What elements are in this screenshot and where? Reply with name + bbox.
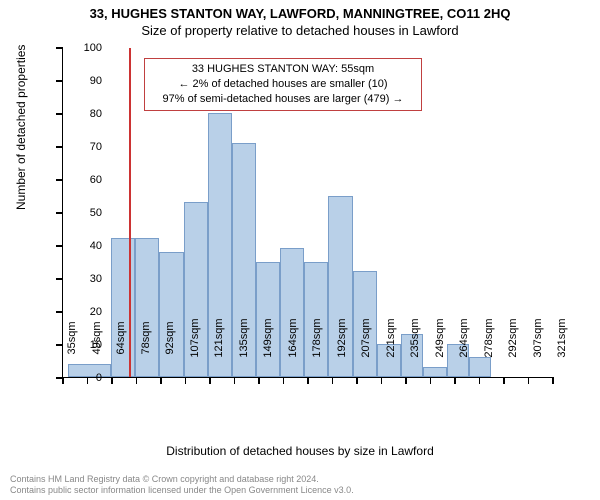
x-tick [405,377,407,384]
x-tick-label: 92sqm [164,321,176,354]
y-tick [56,80,63,82]
y-tick-label: 40 [90,240,102,252]
y-tick-label: 20 [90,306,102,318]
x-tick-label: 149sqm [262,318,274,357]
histogram-bar [135,238,159,377]
y-tick [56,179,63,181]
y-tick [56,113,63,115]
x-tick-label: 207sqm [360,318,372,357]
x-tick [62,377,64,384]
x-tick [528,377,530,384]
histogram-bar [111,238,135,377]
x-tick-label: 278sqm [483,318,495,357]
x-tick-label: 264sqm [458,318,470,357]
x-tick-label: 135sqm [238,318,250,357]
x-tick-label: 292sqm [507,318,519,357]
annotation-line: 33 HUGHES STANTON WAY: 55sqm [151,62,415,77]
y-axis-title: Number of detached properties [14,45,28,210]
x-tick [332,377,334,384]
footer-attribution: Contains HM Land Registry data © Crown c… [10,474,354,497]
x-tick [258,377,260,384]
histogram-bar [159,252,184,377]
x-tick [503,377,505,384]
histogram-bar [68,364,111,377]
y-tick-label: 50 [90,207,102,219]
page-title-address: 33, HUGHES STANTON WAY, LAWFORD, MANNING… [0,6,600,21]
y-tick [56,146,63,148]
histogram-bar [469,357,491,377]
x-tick-label: 35sqm [66,321,78,354]
x-tick [160,377,162,384]
x-tick-label: 235sqm [409,318,421,357]
x-tick [283,377,285,384]
x-tick [234,377,236,384]
x-tick-label: 121sqm [213,318,225,357]
y-tick-label: 100 [84,42,102,54]
x-tick-label: 192sqm [336,318,348,357]
y-tick [56,245,63,247]
histogram-bar [423,367,447,377]
y-tick-label: 90 [90,75,102,87]
histogram-bar [280,248,304,377]
chart-area: 33 HUGHES STANTON WAY: 55sqm← 2% of deta… [62,48,552,428]
x-tick-label: 307sqm [532,318,544,357]
x-axis-title: Distribution of detached houses by size … [0,444,600,458]
x-tick-label: 107sqm [189,318,201,357]
x-tick-label: 221sqm [385,318,397,357]
x-tick [430,377,432,384]
x-tick [185,377,187,384]
x-tick-label: 78sqm [140,321,152,354]
x-tick [356,377,358,384]
x-tick [479,377,481,384]
x-tick [307,377,309,384]
x-tick [209,377,211,384]
x-tick [552,377,554,384]
x-tick-label: 321sqm [556,318,568,357]
y-tick [56,278,63,280]
annotation-line: 97% of semi-detached houses are larger (… [151,92,415,107]
y-tick-label: 60 [90,174,102,186]
x-tick [454,377,456,384]
y-tick-label: 70 [90,141,102,153]
x-tick-label: 64sqm [115,321,127,354]
reference-line [129,48,131,377]
y-tick-label: 80 [90,108,102,120]
y-tick [56,47,63,49]
x-tick [381,377,383,384]
annotation-line: ← 2% of detached houses are smaller (10) [151,77,415,92]
y-tick-label: 0 [96,372,102,384]
footer-line-1: Contains HM Land Registry data © Crown c… [10,474,354,485]
y-tick [56,344,63,346]
x-tick [111,377,113,384]
footer-line-2: Contains public sector information licen… [10,485,354,496]
x-tick-label: 49sqm [91,321,103,354]
x-tick-label: 178sqm [311,318,323,357]
title-block: 33, HUGHES STANTON WAY, LAWFORD, MANNING… [0,0,600,38]
x-tick-label: 164sqm [287,318,299,357]
annotation-box: 33 HUGHES STANTON WAY: 55sqm← 2% of deta… [144,58,422,111]
x-tick [87,377,89,384]
x-tick-label: 249sqm [434,318,446,357]
x-tick [136,377,138,384]
page-subtitle: Size of property relative to detached ho… [0,23,600,38]
y-tick [56,311,63,313]
y-tick [56,212,63,214]
y-tick-label: 30 [90,273,102,285]
